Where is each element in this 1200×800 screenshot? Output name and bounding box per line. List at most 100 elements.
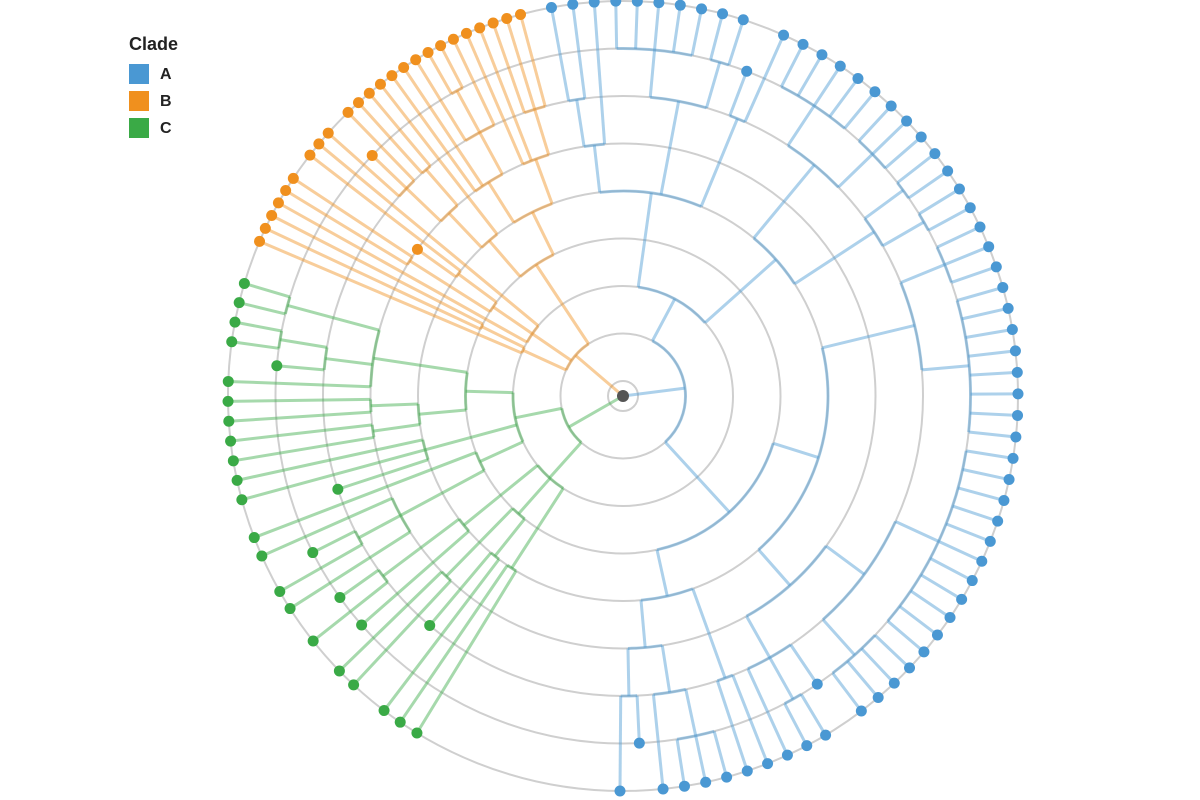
- branch-arc: [857, 139, 887, 170]
- branch: [445, 507, 514, 578]
- leaf-node: [334, 592, 346, 604]
- branch: [837, 153, 874, 189]
- branch-arc: [369, 329, 381, 387]
- branch: [465, 389, 514, 395]
- branch: [455, 90, 481, 134]
- branch: [480, 325, 525, 349]
- branch: [743, 34, 785, 123]
- leaf-node: [366, 149, 378, 161]
- branch: [920, 573, 963, 601]
- branch: [287, 303, 380, 332]
- branch: [945, 522, 991, 543]
- leaf-node: [280, 185, 292, 197]
- leaf-node: [223, 415, 235, 427]
- leaf-node: [918, 646, 930, 658]
- branch-arc: [480, 233, 499, 249]
- branch-arc: [863, 217, 885, 247]
- leaf-node: [378, 705, 390, 717]
- branch: [965, 449, 1014, 460]
- branch: [731, 674, 769, 765]
- leaves: [222, 0, 1024, 797]
- branch: [712, 730, 729, 778]
- branch: [253, 451, 477, 539]
- branch: [690, 8, 704, 56]
- branch-arc: [522, 153, 550, 166]
- branch: [728, 70, 749, 117]
- leaf-node: [816, 49, 828, 61]
- branch: [886, 619, 925, 653]
- branch: [373, 356, 468, 374]
- leaf-node: [1010, 431, 1022, 443]
- branch: [671, 4, 682, 53]
- branch: [705, 61, 722, 109]
- leaf-node: [287, 172, 299, 184]
- branch: [238, 301, 286, 316]
- branch-arc: [519, 253, 555, 278]
- branch: [938, 539, 983, 563]
- leaf-node: [678, 780, 690, 792]
- branch-arc: [710, 58, 730, 67]
- branch-arc: [511, 392, 525, 443]
- leaf-node: [872, 692, 884, 704]
- leaf-node: [852, 72, 864, 84]
- branch: [408, 259, 491, 313]
- branch: [339, 568, 380, 599]
- branch: [772, 441, 819, 460]
- legend-label: B: [160, 93, 172, 110]
- root-branch: [567, 394, 624, 429]
- branch: [452, 38, 496, 126]
- branch: [715, 680, 749, 772]
- leaf-node: [348, 679, 360, 691]
- branch: [243, 282, 291, 299]
- branch: [592, 1, 607, 145]
- branch: [231, 340, 279, 350]
- branch: [228, 410, 372, 423]
- leaf-node: [801, 740, 813, 752]
- leaf-node: [352, 97, 364, 109]
- branch: [957, 486, 1005, 502]
- leaf-node: [307, 547, 319, 559]
- legend-label: A: [160, 66, 172, 83]
- leaf-node: [501, 12, 513, 24]
- branch: [399, 469, 485, 517]
- branch: [884, 135, 923, 170]
- legend-label: C: [160, 120, 172, 137]
- branch: [277, 201, 528, 344]
- branch-arc: [653, 687, 687, 696]
- leaf-node: [410, 54, 422, 66]
- branch-arc: [651, 339, 687, 444]
- branch: [258, 240, 523, 355]
- leaf-node: [741, 765, 753, 777]
- leaf-node: [567, 0, 579, 10]
- branch: [745, 615, 772, 659]
- leaf-node: [992, 515, 1004, 527]
- branch: [352, 579, 452, 686]
- leaf-node: [974, 221, 986, 233]
- leaf-node: [717, 8, 729, 20]
- branch-arc: [656, 442, 775, 552]
- branch: [398, 564, 509, 724]
- branch-arc: [397, 179, 416, 198]
- branch: [929, 557, 973, 582]
- leaf-node: [984, 535, 996, 547]
- leaf-node: [1012, 388, 1024, 400]
- branch-arc: [640, 587, 694, 602]
- branch: [228, 397, 371, 403]
- branch: [746, 668, 789, 756]
- leaf-node: [797, 38, 809, 50]
- ring: [417, 190, 829, 602]
- branch: [414, 58, 467, 142]
- branch-arc: [513, 202, 553, 224]
- branch-arc: [440, 570, 452, 582]
- branch: [691, 588, 727, 679]
- branch: [894, 520, 940, 543]
- branch-arc: [421, 439, 430, 461]
- leaf-node: [259, 222, 271, 234]
- leaf-node: [307, 635, 319, 647]
- leaf-node: [256, 550, 268, 562]
- leaf-node: [238, 277, 250, 289]
- branch-arc: [560, 408, 583, 444]
- branch: [821, 323, 915, 350]
- branch: [965, 328, 1013, 339]
